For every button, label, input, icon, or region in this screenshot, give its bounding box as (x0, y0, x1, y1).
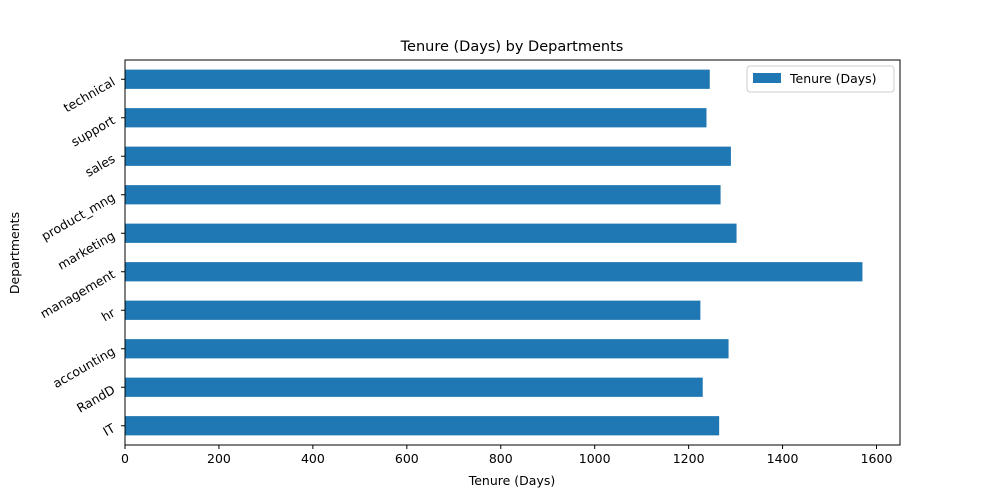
legend: Tenure (Days) (746, 65, 895, 93)
y-axis-label: Departments (7, 212, 22, 294)
x-axis-ticks: 0 200 400 600 800 1000 1200 1400 1600 (121, 445, 892, 466)
bar-hr (125, 300, 701, 320)
bar-sales (125, 146, 731, 166)
x-tick-label: 1000 (579, 451, 611, 466)
x-tick-label: 1400 (767, 451, 799, 466)
plot-frame (124, 59, 901, 446)
chart-title: Tenure (Days) by Departments (400, 39, 624, 55)
bar-support (125, 108, 707, 128)
legend-box (746, 65, 895, 93)
x-tick-label: 800 (489, 451, 513, 466)
bar-marketing (125, 223, 737, 243)
x-axis-label: Tenure (Days) (468, 473, 556, 488)
x-tick-label: 1200 (673, 451, 705, 466)
x-tick-label: 200 (207, 451, 231, 466)
legend-label: Tenure (Days) (789, 71, 877, 86)
bar-RandD (125, 377, 703, 397)
x-tick-label: 400 (301, 451, 325, 466)
x-tick-label: 1600 (861, 451, 893, 466)
legend-swatch (753, 73, 781, 83)
bar-IT (125, 416, 720, 436)
bars-group (125, 69, 863, 436)
x-tick-label: 600 (395, 451, 419, 466)
bar-management (125, 262, 863, 282)
bar-accounting (125, 339, 729, 359)
bar-product_mng (125, 185, 721, 205)
x-tick-label: 0 (121, 451, 129, 466)
bar-technical (125, 69, 710, 89)
